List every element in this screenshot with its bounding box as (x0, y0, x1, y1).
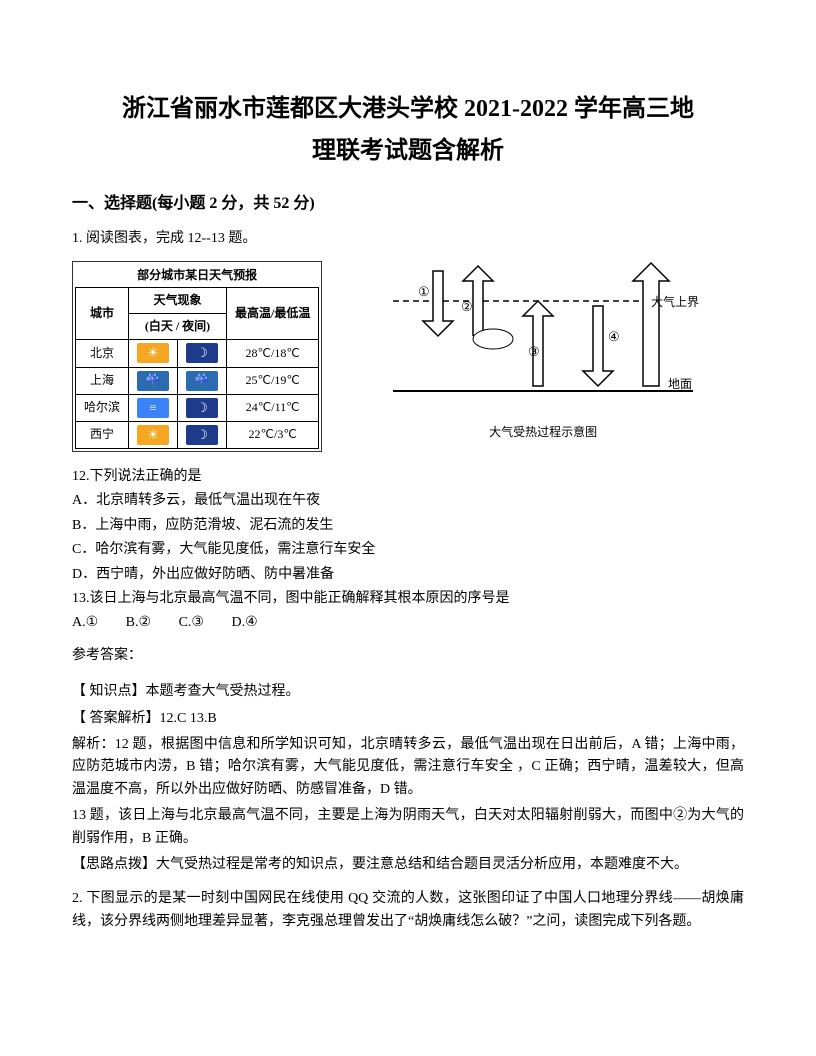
answer-line: 【 答案解析】12.C 13.B (72, 708, 744, 730)
diagram-label-2: ② (461, 299, 473, 314)
doc-title-line2: 理联考试题含解析 (72, 132, 744, 170)
cell-city: 哈尔滨 (76, 394, 129, 421)
cell-night: ☽ (178, 421, 227, 448)
cell-night: ☔ (178, 367, 227, 394)
cell-temp: 24℃/11℃ (227, 394, 319, 421)
explain-p3: 【思路点拨】大气受热过程是常考的知识点，要注意总结和结合题目灵活分析应用，本题难… (72, 854, 744, 876)
cell-city: 北京 (76, 340, 129, 367)
weather-table: 城市 天气现象 最高温/最低温 (白天 / 夜间) 北京 ☀ ☽ 28℃/18℃… (75, 287, 319, 449)
q12-stem: 12.下列说法正确的是 (72, 466, 744, 488)
table-row: 哈尔滨 ≡ ☽ 24℃/11℃ (76, 394, 319, 421)
knowledge-point: 【 知识点】本题考查大气受热过程。 (72, 681, 744, 703)
atmosphere-diagram: ① ② ③ ④ 大气上界 地面 (383, 261, 703, 411)
q13-stem: 13.该日上海与北京最高气温不同，图中能正确解释其根本原因的序号是 (72, 588, 744, 610)
moon-icon: ☽ (186, 398, 218, 418)
weather-table-title: 部分城市某日天气预报 (75, 264, 319, 287)
ground-label: 地面 (668, 377, 692, 391)
cell-day: ☀ (129, 421, 178, 448)
cell-temp: 28℃/18℃ (227, 340, 319, 367)
atmosphere-diagram-wrap: ① ② ③ ④ 大气上界 地面 大气受热过程示意图 (342, 261, 744, 443)
th-phenom: 天气现象 (129, 287, 227, 313)
rain-icon: ☔ (137, 371, 169, 391)
sun-icon: ☀ (137, 343, 169, 363)
explain-p2: 13 题，该日上海与北京最高气温不同，主要是上海为阴雨天气，白天对太阳辐射削弱大… (72, 805, 744, 850)
q13-opt-c: C.③ (179, 615, 204, 630)
diagram-label-4: ④ (608, 329, 620, 344)
section-1-header: 一、选择题(每小题 2 分，共 52 分) (72, 191, 744, 217)
cell-night: ☽ (178, 340, 227, 367)
fog-icon: ≡ (137, 398, 169, 418)
weather-table-wrap: 部分城市某日天气预报 城市 天气现象 最高温/最低温 (白天 / 夜间) 北京 … (72, 261, 322, 452)
q13-options: A.① B.② C.③ D.④ (72, 612, 744, 634)
cell-city: 上海 (76, 367, 129, 394)
cell-temp: 25℃/19℃ (227, 367, 319, 394)
q2-intro: 2. 下图显示的是某一时刻中国网民在线使用 QQ 交流的人数，这张图印证了中国人… (72, 888, 744, 933)
q12-opt-a: A．北京晴转多云，最低气温出现在午夜 (72, 490, 744, 512)
cell-night: ☽ (178, 394, 227, 421)
th-sub: (白天 / 夜间) (129, 314, 227, 340)
upper-boundary-label: 大气上界 (651, 294, 699, 309)
th-city: 城市 (76, 287, 129, 339)
q12-opt-b: B．上海中雨，应防范滑坡、泥石流的发生 (72, 515, 744, 537)
cell-day: ☔ (129, 367, 178, 394)
q1-intro: 1. 阅读图表，完成 12--13 题。 (72, 228, 744, 250)
doc-title-line1: 浙江省丽水市莲都区大港头学校 2021-2022 学年高三地 (72, 90, 744, 128)
table-row: 北京 ☀ ☽ 28℃/18℃ (76, 340, 319, 367)
q12-opt-c: C．哈尔滨有雾，大气能见度低，需注意行车安全 (72, 539, 744, 561)
moon-icon: ☽ (186, 343, 218, 363)
cell-temp: 22℃/3℃ (227, 421, 319, 448)
rain-icon: ☔ (186, 371, 218, 391)
sun-icon: ☀ (137, 425, 169, 445)
q13-opt-a: A.① (72, 615, 98, 630)
figure-row: 部分城市某日天气预报 城市 天气现象 最高温/最低温 (白天 / 夜间) 北京 … (72, 261, 744, 452)
cell-day: ☀ (129, 340, 178, 367)
q13-opt-b: B.② (126, 615, 151, 630)
cell-city: 西宁 (76, 421, 129, 448)
q12-opt-d: D．西宁晴，外出应做好防晒、防中暑准备 (72, 564, 744, 586)
diagram-label-1: ① (418, 284, 430, 299)
q13-opt-d: D.④ (231, 615, 257, 630)
th-temp: 最高温/最低温 (227, 287, 319, 339)
cell-day: ≡ (129, 394, 178, 421)
diagram-label-3: ③ (528, 344, 540, 359)
explain-p1: 解析：12 题，根据图中信息和所学知识可知，北京晴转多云，最低气温出现在日出前后… (72, 734, 744, 801)
table-row: 西宁 ☀ ☽ 22℃/3℃ (76, 421, 319, 448)
answer-label: 参考答案： (72, 645, 744, 667)
moon-icon: ☽ (186, 425, 218, 445)
diagram-caption: 大气受热过程示意图 (342, 423, 744, 442)
table-row: 上海 ☔ ☔ 25℃/19℃ (76, 367, 319, 394)
